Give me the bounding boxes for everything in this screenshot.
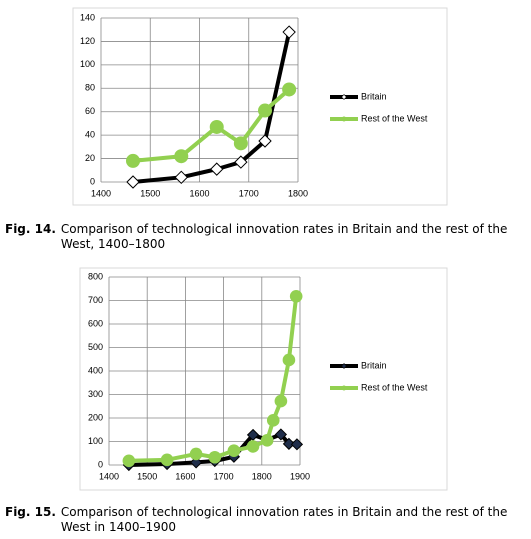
y-tick-label: 400 (88, 365, 103, 375)
x-tick-label: 1500 (137, 471, 157, 481)
x-tick-label: 1500 (140, 188, 160, 198)
y-tick-label: 80 (85, 83, 95, 93)
data-point (126, 153, 141, 168)
y-tick-label: 140 (80, 12, 95, 22)
caption-label: Fig. 15. (5, 505, 56, 519)
caption-label: Fig. 14. (5, 222, 56, 236)
legend-marker (341, 363, 347, 369)
y-tick-label: 0 (98, 459, 103, 469)
caption-text: Comparison of technological innovation r… (60, 222, 508, 251)
x-tick-label: 1900 (290, 471, 310, 481)
y-tick-label: 100 (80, 59, 95, 69)
data-point (122, 454, 136, 468)
legend-marker (341, 94, 347, 100)
data-point (266, 414, 280, 427)
legend-label: Rest of the West (361, 113, 428, 123)
caption-text: Comparison of technological innovation r… (60, 505, 508, 534)
y-tick-label: 120 (80, 36, 95, 46)
data-point (274, 394, 288, 408)
data-point (258, 103, 273, 118)
data-point (208, 450, 222, 464)
series-line (128, 432, 298, 467)
data-point (174, 170, 188, 185)
data-point (282, 437, 296, 450)
data-point (160, 453, 174, 467)
legend-label: Rest of the West (361, 382, 428, 392)
data-point (260, 434, 274, 447)
data-point (227, 444, 241, 457)
data-point (282, 353, 296, 367)
data-point (189, 447, 203, 461)
legend-label: Britain (361, 91, 387, 101)
data-point (234, 155, 248, 169)
x-tick-label: 1400 (91, 188, 111, 198)
legend-label: Britain (361, 360, 387, 370)
caption: Fig. 14. Comparison of technological inno… (5, 222, 525, 252)
y-tick-label: 200 (88, 412, 103, 422)
caption: Fig. 15. Comparison of technological inno… (5, 505, 525, 535)
y-tick-label: 60 (85, 106, 95, 116)
y-tick-label: 700 (88, 295, 103, 305)
x-tick-label: 1400 (99, 471, 119, 481)
data-point (289, 289, 303, 303)
x-tick-label: 1800 (288, 188, 308, 198)
y-tick-label: 600 (88, 318, 103, 328)
x-tick-label: 1700 (214, 471, 234, 481)
chart-area (79, 267, 448, 491)
y-tick-label: 20 (85, 153, 95, 163)
data-point (290, 438, 304, 451)
data-point (274, 428, 288, 441)
series-line (132, 31, 292, 184)
data-point (258, 134, 272, 148)
y-tick-label: 0 (90, 176, 95, 186)
y-tick-label: 100 (88, 436, 103, 446)
y-tick-label: 40 (85, 130, 95, 140)
y-tick-label: 500 (88, 342, 103, 352)
data-point (233, 136, 248, 151)
data-point (246, 440, 260, 453)
y-tick-label: 300 (88, 389, 103, 399)
legend-marker (341, 385, 347, 391)
x-tick-label: 1700 (239, 188, 259, 198)
data-point (210, 162, 224, 176)
y-tick-label: 800 (88, 271, 103, 281)
data-point (189, 456, 203, 469)
data-point (126, 175, 140, 189)
x-tick-label: 1600 (189, 188, 209, 198)
data-point (209, 119, 224, 134)
data-point (282, 82, 297, 97)
data-point (174, 149, 189, 164)
legend-marker (341, 116, 347, 122)
x-tick-label: 1800 (252, 471, 272, 481)
x-tick-label: 1600 (175, 471, 195, 481)
data-point (282, 25, 296, 39)
